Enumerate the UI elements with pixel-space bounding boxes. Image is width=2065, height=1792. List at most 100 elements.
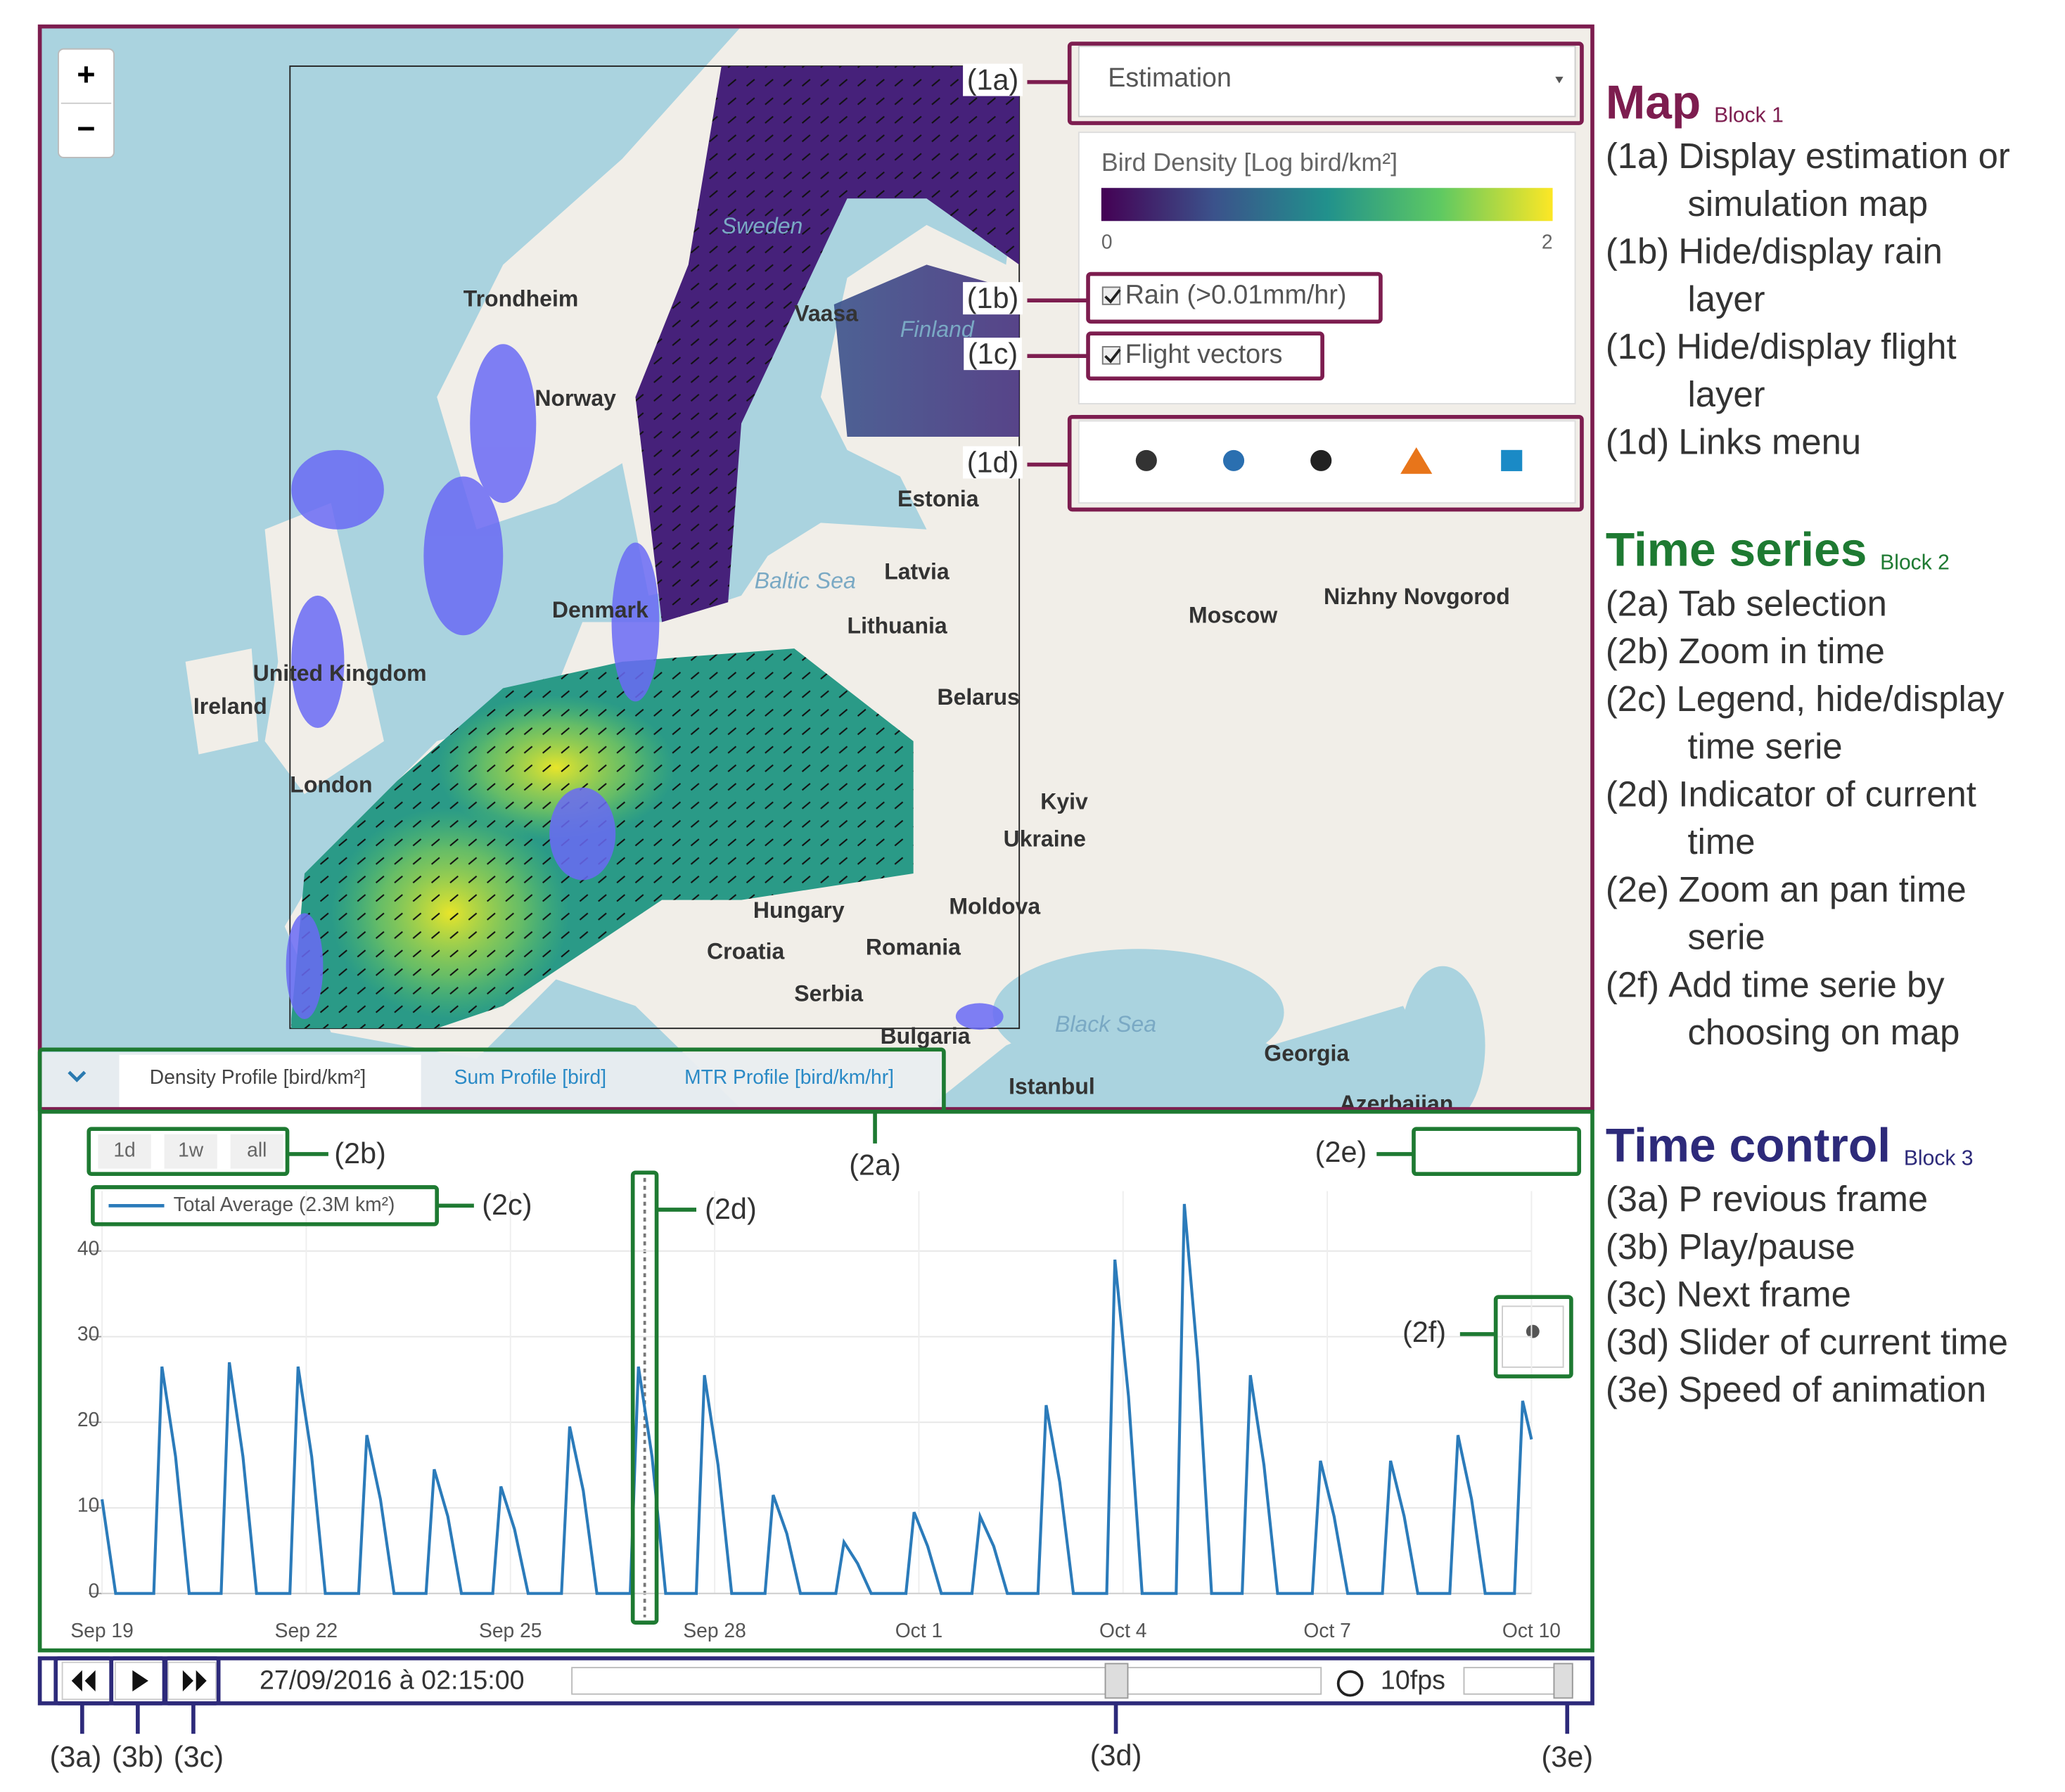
callout-label: (3d) [1090, 1739, 1142, 1772]
callout-label-bg [963, 446, 1023, 479]
item-text: Hide/display rain [1678, 231, 1943, 271]
callout-label-bg [964, 338, 1022, 371]
data-extent [289, 65, 1021, 1030]
x-tick-label: Oct 1 [895, 1619, 942, 1641]
y-tick-label: 20 [77, 1408, 99, 1431]
rain-cell [286, 913, 324, 1020]
zoom-out[interactable]: − [77, 110, 95, 146]
zoom-in[interactable]: + [77, 56, 95, 92]
item-text: Zoom an pan time [1678, 869, 1966, 909]
time-slider-handle[interactable] [1104, 1663, 1129, 1699]
legend-entry[interactable]: Total Average (2.3M km²) [174, 1193, 395, 1215]
item-text: Tab selection [1678, 583, 1887, 623]
sea [1400, 966, 1485, 1125]
callout-label: (2f) [1402, 1316, 1446, 1348]
item-text: Zoom in time [1678, 631, 1885, 671]
range-button-label: 1d [113, 1139, 135, 1161]
rain-cell [470, 344, 537, 504]
active-tab[interactable] [119, 1054, 421, 1112]
item-text: Next frame [1676, 1274, 1850, 1314]
rain-cell [549, 787, 616, 881]
place-label: London [290, 772, 372, 797]
time-control: 27/09/2016 à 02:15:00 10fps [39, 1658, 1593, 1703]
check-mark [1104, 288, 1121, 304]
item-text: Add time serie by [1668, 964, 1945, 1004]
callout-label: (3e) [1541, 1741, 1593, 1773]
item-key: (3a) [1606, 1179, 1669, 1219]
item-text: choosing on map [1688, 1012, 1960, 1052]
x-tick-label: Sep 25 [479, 1619, 542, 1641]
range-button[interactable] [164, 1134, 217, 1169]
tab[interactable]: MTR Profile [bird/km/hr] [684, 1065, 894, 1088]
speed-icon [1336, 1670, 1364, 1697]
callout-label: (2a) [849, 1149, 901, 1182]
map[interactable]: + − Estimation Bird Density [Log bird/km… [39, 26, 1593, 1125]
checkbox-label: Flight vectors [1125, 339, 1283, 369]
range-button-label: all [247, 1139, 267, 1161]
play-icon [132, 1670, 148, 1691]
item-key: (3b) [1606, 1227, 1669, 1267]
colorbar-min: 0 [1101, 231, 1113, 253]
item-key: (2b) [1606, 631, 1669, 671]
y-tick-label: 0 [89, 1579, 100, 1601]
item-key: (1c) [1606, 326, 1667, 366]
callout-label: (3a) [50, 1741, 102, 1773]
rain-cell [955, 1003, 1004, 1030]
item-key: (2c) [1606, 679, 1667, 719]
series-line [101, 1203, 1533, 1595]
rain-layer [286, 344, 1004, 1030]
callout-box [1412, 1127, 1582, 1177]
callout-box [1086, 331, 1324, 381]
callout-box [1086, 271, 1383, 324]
callout-label: (2c) [482, 1189, 532, 1221]
place-label: Nizhny Novgorod [1324, 584, 1510, 609]
place-label: Serbia [794, 981, 863, 1006]
range-button[interactable] [98, 1134, 151, 1169]
item-text: Hide/display flight [1676, 326, 1956, 366]
place-label: Belarus [938, 684, 1020, 710]
settings-link[interactable] [1222, 449, 1245, 471]
place-label: Ukraine [1004, 826, 1086, 851]
item-text: Play/pause [1678, 1227, 1855, 1267]
item-text: serie [1688, 917, 1765, 957]
place-label: Bulgaria [881, 1023, 971, 1049]
block-title: Time series [1606, 523, 1867, 576]
tab[interactable]: Sum Profile [bird] [454, 1065, 606, 1088]
checkbox-label: Rain (>0.01mm/hr) [1125, 279, 1347, 309]
time-slider[interactable] [571, 1667, 1322, 1695]
speed-slider-handle[interactable] [1553, 1663, 1573, 1699]
x-tick-label: Oct 7 [1303, 1619, 1350, 1641]
tab[interactable]: Density Profile [bird/km²] [150, 1065, 366, 1088]
item-key: (2d) [1606, 774, 1669, 814]
item-key: (2f) [1606, 964, 1659, 1004]
item-key: (1b) [1606, 231, 1669, 271]
callout-label: (3c) [174, 1741, 224, 1773]
place-label: Istanbul [1009, 1073, 1095, 1099]
map-dropdown[interactable] [1078, 45, 1576, 117]
place-label: Trondheim [463, 286, 578, 312]
callout-label-bg [963, 282, 1023, 315]
collapse-toggle[interactable] [68, 1070, 87, 1082]
check-mark [1104, 348, 1121, 364]
place-label: Croatia [707, 938, 784, 964]
x-tick-label: Oct 10 [1502, 1619, 1561, 1641]
item-text: layer [1688, 279, 1765, 319]
y-tick-label: 30 [77, 1322, 99, 1345]
checkbox[interactable] [1101, 286, 1121, 305]
flight-vectors [635, 66, 1020, 622]
callout-label: (1d) [967, 446, 1019, 478]
item-key: (1a) [1606, 136, 1669, 176]
paper-link[interactable] [1501, 449, 1523, 471]
range-button[interactable] [230, 1134, 283, 1169]
github-link[interactable] [1310, 449, 1332, 471]
colorbar [1101, 188, 1553, 222]
callout-label: (3b) [112, 1741, 164, 1773]
dropdown-caret [1555, 77, 1564, 84]
x-tick-label: Sep 19 [70, 1619, 133, 1641]
place-label: Moscow [1189, 602, 1277, 627]
info-link[interactable] [1135, 449, 1157, 471]
callout-label-bg [963, 63, 1023, 96]
pin-icon [1526, 1324, 1540, 1338]
matlab-link[interactable] [1400, 447, 1433, 474]
rain-cell [291, 595, 345, 729]
